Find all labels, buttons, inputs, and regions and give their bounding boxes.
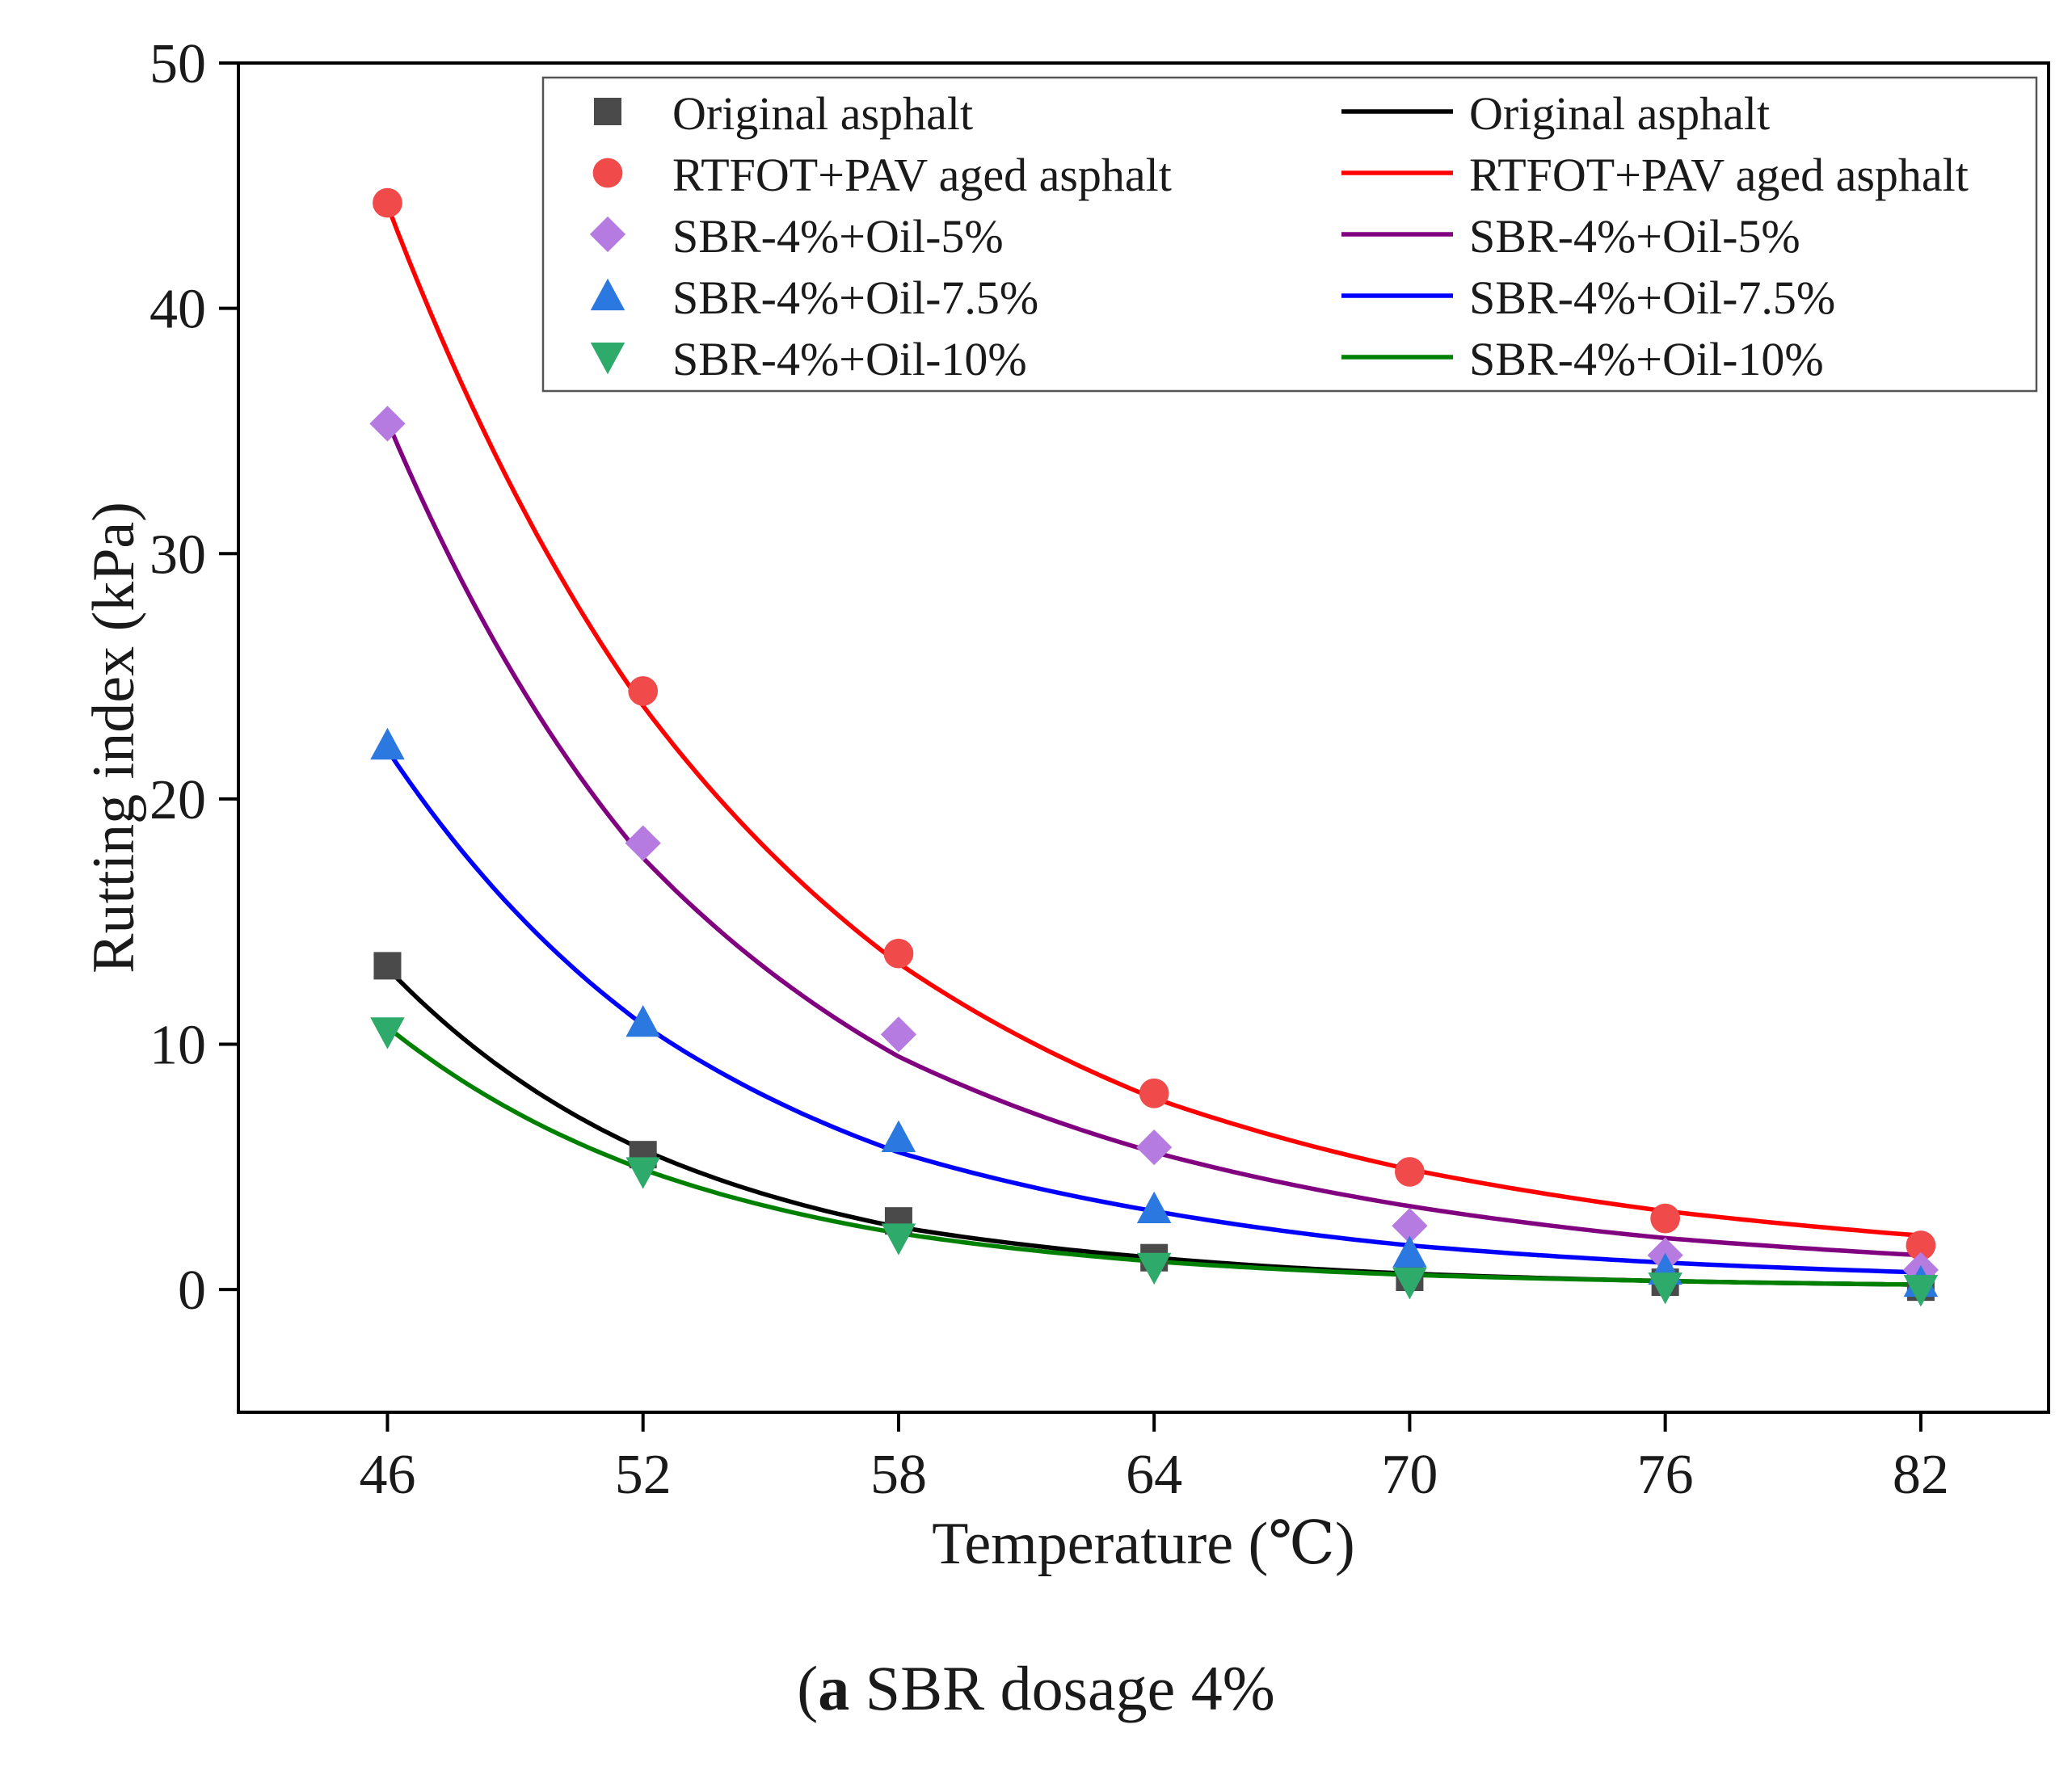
data-point [373, 952, 402, 980]
legend-marker [590, 342, 625, 375]
data-point [1139, 1078, 1169, 1108]
data-point [1136, 1191, 1172, 1224]
plot-frame [237, 61, 2050, 1414]
legend-label: SBR-4%+Oil-5% [672, 210, 1004, 263]
legend-box [541, 76, 2038, 393]
legend-marker [594, 98, 621, 125]
x-tick-label: 58 [870, 1444, 927, 1506]
data-point [1648, 1272, 1682, 1305]
data-point [1650, 1203, 1681, 1234]
data-point [1136, 1252, 1172, 1285]
series-layer [369, 187, 1939, 1307]
caption-label: a [818, 1653, 850, 1723]
caption-text: SBR dosage 4% [849, 1653, 1275, 1723]
data-point [881, 1223, 916, 1256]
legend-label: SBR-4%+Oil-7.5% [672, 271, 1038, 324]
data-point [1903, 1275, 1939, 1307]
x-tick-label: 76 [1637, 1444, 1694, 1506]
x-tick-label: 46 [359, 1444, 415, 1506]
data-point [625, 825, 661, 861]
legend-label: SBR-4%+Oil-10% [672, 333, 1027, 385]
data-point [625, 1004, 660, 1037]
legend-marker [589, 216, 626, 253]
legend-fit-label: SBR-4%+Oil-10% [1469, 333, 1824, 385]
data-point [1136, 1129, 1173, 1166]
fit-curve-1 [385, 966, 1921, 1287]
y-axis-label: Rutting index (kPa) [81, 502, 147, 974]
legend-fit-label: SBR-4%+Oil-7.5% [1469, 271, 1835, 324]
x-tick-label: 64 [1126, 1444, 1182, 1506]
x-axis-label: Temperature (℃) [932, 1511, 1354, 1577]
legend-marker [590, 278, 625, 311]
data-point [883, 938, 914, 969]
legend-fit-label: SBR-4%+Oil-5% [1469, 210, 1800, 263]
data-point [1395, 1157, 1425, 1187]
data-point [369, 406, 406, 442]
y-tick-label: 20 [150, 769, 206, 831]
data-point [1392, 1268, 1427, 1300]
data-point [1392, 1235, 1427, 1268]
data-point [370, 1017, 405, 1049]
data-point [373, 187, 402, 218]
figure-caption: (a SBR dosage 4% [797, 1653, 1275, 1723]
x-tick-label: 70 [1381, 1444, 1438, 1506]
legend-fit-label: RTFOT+PAV aged asphalt [1469, 149, 1969, 201]
legend-label: Original asphalt [672, 87, 973, 140]
data-point [881, 1120, 916, 1152]
legend-label: RTFOT+PAV aged asphalt [672, 149, 1172, 201]
legend-marker [592, 158, 623, 188]
y-tick-label: 40 [150, 279, 206, 341]
legend: Original asphalt Original asphalt RTFOT+PA… [541, 76, 2038, 393]
series-5-points [370, 1017, 1939, 1307]
data-point [625, 1157, 660, 1189]
data-point [370, 727, 405, 760]
data-point [1906, 1230, 1936, 1260]
data-point [1392, 1208, 1428, 1244]
series-2-points [373, 187, 1936, 1260]
y-tick-label: 50 [150, 33, 206, 95]
axes-layer: 46 52 58 64 70 76 82 0 10 20 30 40 50 Temperature (℃)… [81, 33, 1949, 1577]
data-point [880, 1016, 917, 1053]
data-point [628, 675, 659, 706]
y-tick-label: 30 [150, 524, 206, 586]
x-tick-label: 82 [1893, 1444, 1949, 1506]
series-1-points [373, 952, 1935, 1302]
y-tick-label: 0 [178, 1260, 206, 1322]
x-tick-label: 52 [615, 1444, 672, 1506]
y-tick-label: 10 [150, 1015, 206, 1077]
legend-fit-label: Original asphalt [1469, 87, 1770, 140]
